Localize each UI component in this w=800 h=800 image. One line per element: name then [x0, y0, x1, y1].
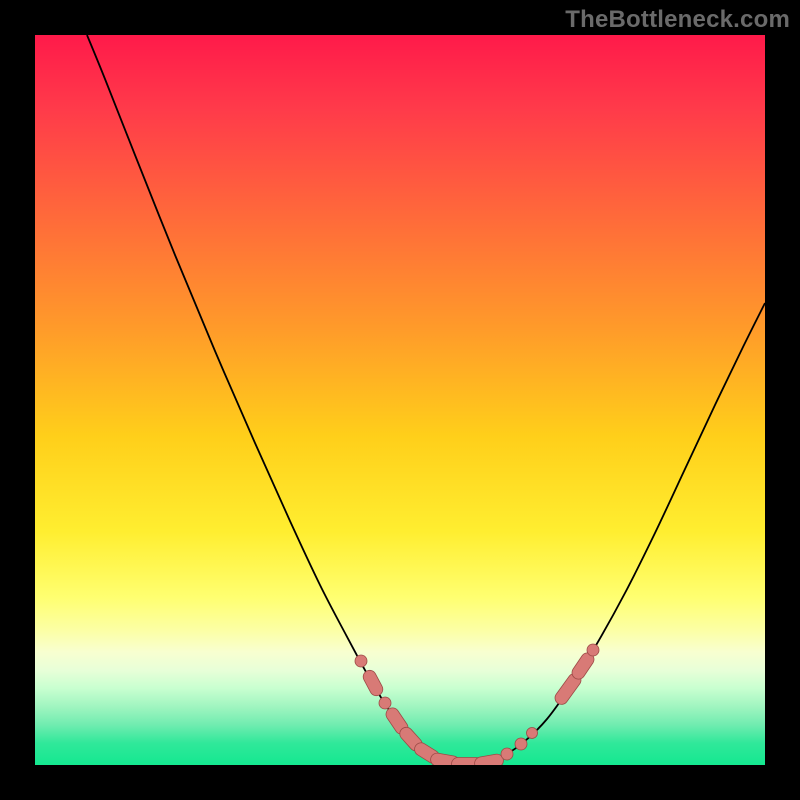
plot-area — [35, 35, 765, 765]
bead — [361, 668, 385, 698]
beads-group — [355, 644, 599, 765]
chart-canvas: TheBottleneck.com — [0, 0, 800, 800]
bottleneck-curve — [87, 35, 765, 764]
bead — [527, 728, 538, 739]
bead — [355, 655, 367, 667]
bead — [587, 644, 599, 656]
curve-layer — [35, 35, 765, 765]
bead — [379, 697, 391, 709]
watermark-text: TheBottleneck.com — [565, 6, 790, 34]
bead — [501, 748, 513, 760]
bead — [515, 738, 527, 750]
bead — [474, 753, 505, 765]
